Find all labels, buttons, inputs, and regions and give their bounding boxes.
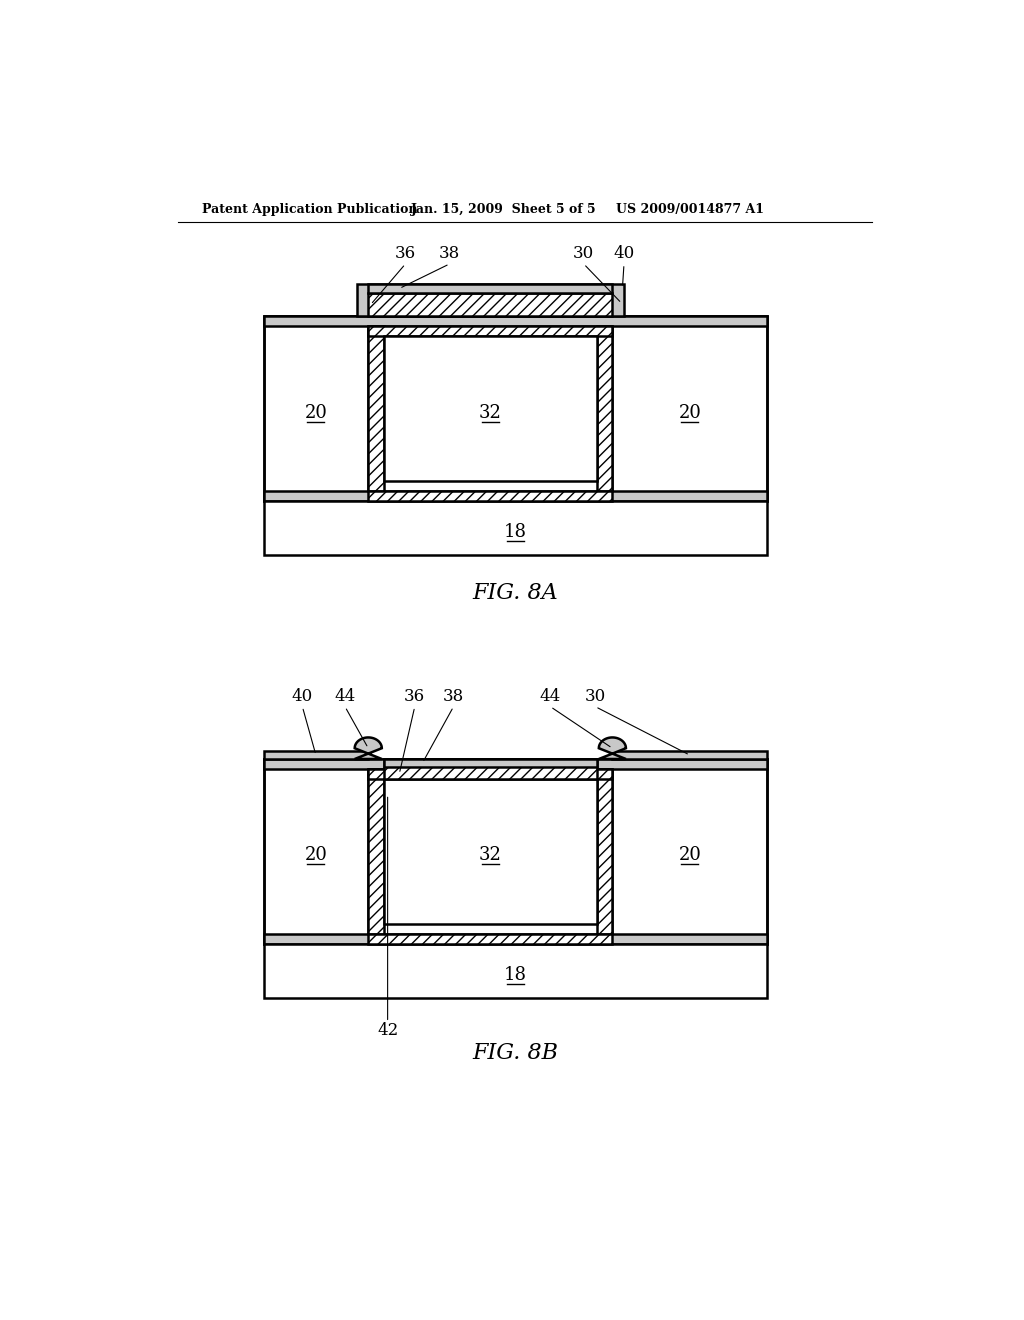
Bar (369, 326, 612, 337)
Bar (263, 502, 767, 554)
Text: FIG. 8A: FIG. 8A (473, 582, 558, 605)
Text: Jan. 15, 2009  Sheet 5 of 5: Jan. 15, 2009 Sheet 5 of 5 (411, 203, 597, 216)
Text: 38: 38 (439, 246, 460, 263)
Bar (263, 317, 767, 502)
Bar (369, 284, 612, 293)
Bar (612, 751, 767, 759)
Bar (263, 759, 767, 944)
Bar (263, 944, 767, 998)
Bar (369, 770, 612, 779)
Text: Patent Application Publication: Patent Application Publication (202, 203, 417, 216)
Text: 42: 42 (377, 1022, 398, 1039)
Bar (369, 293, 612, 317)
Bar (369, 770, 384, 933)
Bar (263, 759, 767, 770)
Bar (369, 326, 384, 491)
Text: 36: 36 (395, 246, 416, 263)
Text: 32: 32 (479, 404, 502, 421)
Text: 20: 20 (679, 404, 701, 421)
Text: 20: 20 (679, 846, 701, 865)
Bar (263, 317, 767, 326)
Bar (612, 317, 767, 502)
Text: 44: 44 (335, 688, 355, 705)
Bar (369, 933, 612, 944)
Bar (263, 759, 369, 944)
Bar (369, 491, 612, 502)
Bar (356, 284, 624, 317)
Text: 20: 20 (304, 846, 328, 865)
Text: US 2009/0014877 A1: US 2009/0014877 A1 (616, 203, 764, 216)
Bar (263, 491, 767, 502)
Polygon shape (599, 738, 626, 759)
Text: 44: 44 (540, 688, 561, 705)
Bar (263, 933, 767, 944)
Text: 32: 32 (479, 846, 502, 865)
Text: 30: 30 (573, 246, 594, 263)
Text: 18: 18 (504, 966, 527, 983)
Polygon shape (354, 738, 382, 759)
Bar (612, 759, 767, 944)
Text: 20: 20 (304, 404, 328, 421)
Bar (597, 770, 612, 933)
Text: 36: 36 (404, 688, 425, 705)
Text: 18: 18 (504, 523, 527, 541)
Text: 30: 30 (585, 688, 606, 705)
Text: FIG. 8B: FIG. 8B (472, 1043, 558, 1064)
Bar (384, 759, 597, 779)
Bar (384, 759, 597, 767)
Bar (263, 317, 369, 502)
Bar (597, 326, 612, 491)
Text: 38: 38 (442, 688, 464, 705)
Text: 40: 40 (292, 688, 313, 705)
Bar (384, 337, 597, 480)
Bar (384, 779, 597, 924)
Text: 40: 40 (613, 246, 635, 263)
Bar (263, 751, 369, 759)
